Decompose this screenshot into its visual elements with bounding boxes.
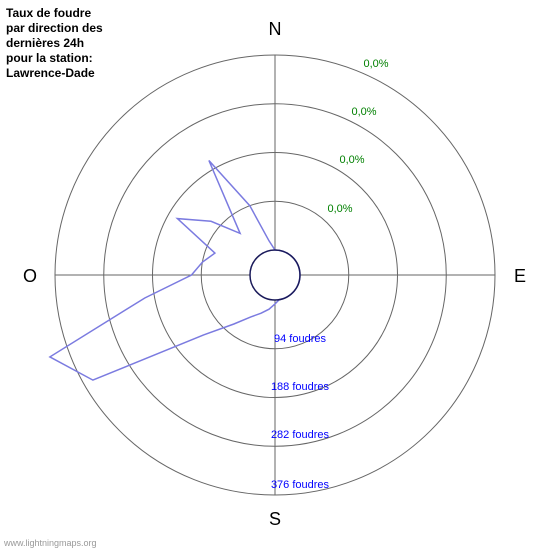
- polar-chart: N E S O 0,0% 0,0% 0,0% 0,0% 94 foudres 188 foud…: [0, 0, 550, 550]
- ring-label-bot-2: 282 foudres: [271, 429, 330, 441]
- cardinal-s: S: [269, 509, 281, 529]
- chart-container: Taux de foudre par direction des dernièr…: [0, 0, 550, 550]
- footer-credit: www.lightningmaps.org: [4, 538, 97, 548]
- cardinal-o: O: [23, 266, 37, 286]
- ring-label-bot-3: 376 foudres: [271, 479, 330, 491]
- ring-label-top-0: 0,0%: [327, 203, 352, 215]
- ring-label-top-1: 0,0%: [339, 154, 364, 166]
- ring-label-bot-1: 188 foudres: [271, 381, 330, 393]
- ring-label-top-3: 0,0%: [363, 58, 388, 70]
- ring-label-top-2: 0,0%: [351, 106, 376, 118]
- cardinal-n: N: [269, 19, 282, 39]
- ring-label-bot-0: 94 foudres: [274, 333, 326, 345]
- cardinal-e: E: [514, 266, 526, 286]
